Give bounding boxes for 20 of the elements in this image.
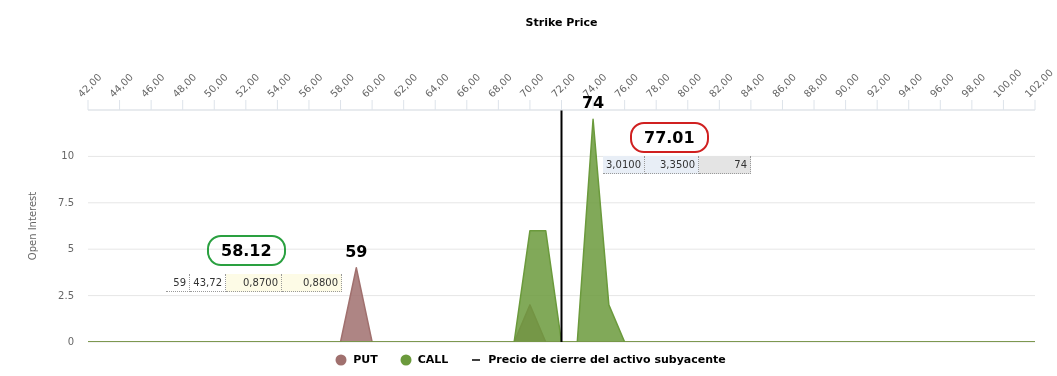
legend-label: PUT xyxy=(352,353,378,366)
table-cell: 0,8700 xyxy=(226,274,282,292)
y-tick-label: 10 xyxy=(60,149,74,164)
y-tick-label: 0 xyxy=(66,335,74,349)
legend-label: CALL xyxy=(416,353,449,366)
annotation: 59 xyxy=(344,241,369,261)
y-tick-label: 7.5 xyxy=(58,196,74,208)
legend-label: Precio de cierre del activo subyacente xyxy=(487,353,726,366)
table-cell: 74 xyxy=(699,156,751,174)
y-axis-title: Open Interest xyxy=(26,191,38,261)
annotation: 77.01 xyxy=(630,122,709,153)
x-axis-title: Strike Price xyxy=(525,16,598,29)
y-tick-label: 2.5 xyxy=(57,288,74,303)
table-cell: 3,3500 xyxy=(645,156,699,174)
annotation: 58.12 xyxy=(207,235,286,266)
table-cell: 59 xyxy=(166,274,190,292)
y-tick-label: 5 xyxy=(67,243,74,255)
table-cell: 3,0100 xyxy=(603,156,645,174)
table-cell: 0,8800 xyxy=(282,274,342,292)
table-cell: 43,72 xyxy=(190,274,226,292)
